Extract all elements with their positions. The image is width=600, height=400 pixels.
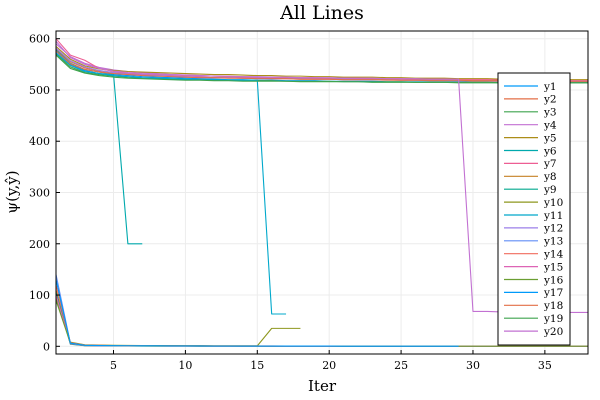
legend-label-y8: y8 bbox=[543, 171, 557, 183]
legend-label-y4: y4 bbox=[543, 120, 557, 132]
legend-label-y18: y18 bbox=[543, 300, 563, 312]
legend-label-y9: y9 bbox=[543, 184, 557, 196]
y-tick-label: 600 bbox=[29, 33, 50, 46]
legend-label-y12: y12 bbox=[543, 223, 563, 235]
series-line-y11 bbox=[55, 52, 287, 315]
y-tick-label: 200 bbox=[29, 238, 50, 251]
chart-title: All Lines bbox=[279, 2, 364, 24]
y-tick-label: 300 bbox=[29, 187, 50, 200]
x-tick-label: 10 bbox=[178, 359, 192, 372]
legend-label-y11: y11 bbox=[543, 210, 563, 222]
legend-label-y16: y16 bbox=[543, 274, 564, 286]
x-tick-label: 5 bbox=[110, 359, 117, 372]
x-axis-label: Iter bbox=[308, 377, 337, 395]
x-tick-label: 30 bbox=[466, 359, 480, 372]
x-tick-label: 25 bbox=[394, 359, 408, 372]
x-tick-label: 35 bbox=[538, 359, 552, 372]
legend-label-y13: y13 bbox=[543, 236, 563, 248]
legend-label-y17: y17 bbox=[543, 287, 563, 299]
legend-label-y19: y19 bbox=[543, 313, 563, 325]
legend-label-y14: y14 bbox=[543, 249, 564, 261]
x-tick-label: 15 bbox=[250, 359, 264, 372]
series-line-y17 bbox=[55, 279, 459, 347]
x-tick-label: 20 bbox=[322, 359, 336, 372]
y-tick-label: 100 bbox=[29, 289, 50, 302]
legend: y1y2y3y4y5y6y7y8y9y10y11y12y13y14y15y16y… bbox=[497, 72, 571, 346]
legend-label-y10: y10 bbox=[543, 197, 563, 209]
legend-label-y20: y20 bbox=[543, 326, 563, 338]
tick-layer: 5 10 15 20 25 30 35 0 100 200 300 400 500 600 bbox=[29, 33, 552, 372]
series-layer bbox=[55, 38, 588, 347]
y-axis-label: ψ(y,ŷ) bbox=[3, 170, 21, 213]
y-tick-label: 0 bbox=[43, 340, 50, 353]
series-line-y6 bbox=[55, 49, 143, 245]
legend-label-y3: y3 bbox=[543, 107, 557, 119]
legend-label-y7: y7 bbox=[543, 158, 557, 170]
legend-box bbox=[497, 72, 571, 346]
legend-label-y15: y15 bbox=[543, 261, 563, 273]
legend-label-y1: y1 bbox=[543, 81, 557, 93]
y-tick-label: 500 bbox=[29, 84, 50, 97]
y-tick-label: 400 bbox=[29, 135, 50, 148]
legend-label-y2: y2 bbox=[543, 94, 557, 106]
legend-label-y5: y5 bbox=[543, 132, 557, 144]
series-line-y10 bbox=[55, 297, 301, 347]
legend-label-y6: y6 bbox=[543, 145, 557, 157]
